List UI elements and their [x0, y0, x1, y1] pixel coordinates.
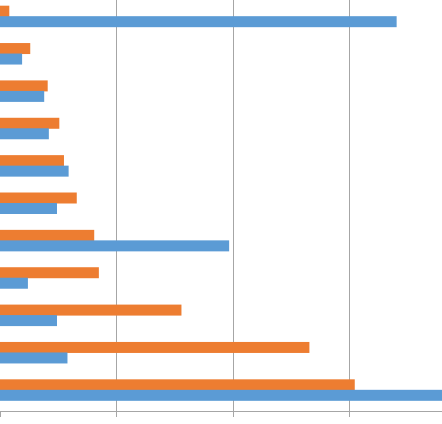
bar-series1-cat10 — [0, 341, 310, 353]
bar-series1-cat7 — [0, 229, 95, 241]
bar-series1-cat8 — [0, 267, 99, 279]
bar-series1-cat11 — [0, 379, 355, 391]
bar-series1-cat3 — [0, 80, 48, 92]
bar-series2-cat6 — [0, 203, 57, 214]
bar-series2-cat10 — [0, 352, 68, 364]
bar-series2-cat9 — [0, 315, 57, 327]
bar-series1-cat9 — [0, 304, 182, 316]
bar-series2-cat2 — [0, 53, 23, 65]
bar-series1-cat4 — [0, 117, 60, 129]
bar-series2-cat4 — [0, 128, 49, 140]
bar-series2-cat1 — [0, 16, 397, 28]
bar-series2-cat5 — [0, 165, 69, 177]
bar-series2-cat3 — [0, 90, 45, 102]
bars — [0, 5, 442, 401]
bar-series2-cat8 — [0, 277, 28, 289]
bar-series1-cat2 — [0, 43, 31, 55]
bar-series1-cat5 — [0, 155, 64, 167]
bar-series2-cat7 — [0, 240, 230, 252]
x-axis — [0, 411, 442, 417]
bar-series1-cat1 — [0, 5, 10, 17]
bar-series1-cat6 — [0, 192, 77, 204]
bar-series2-cat11 — [0, 389, 442, 401]
